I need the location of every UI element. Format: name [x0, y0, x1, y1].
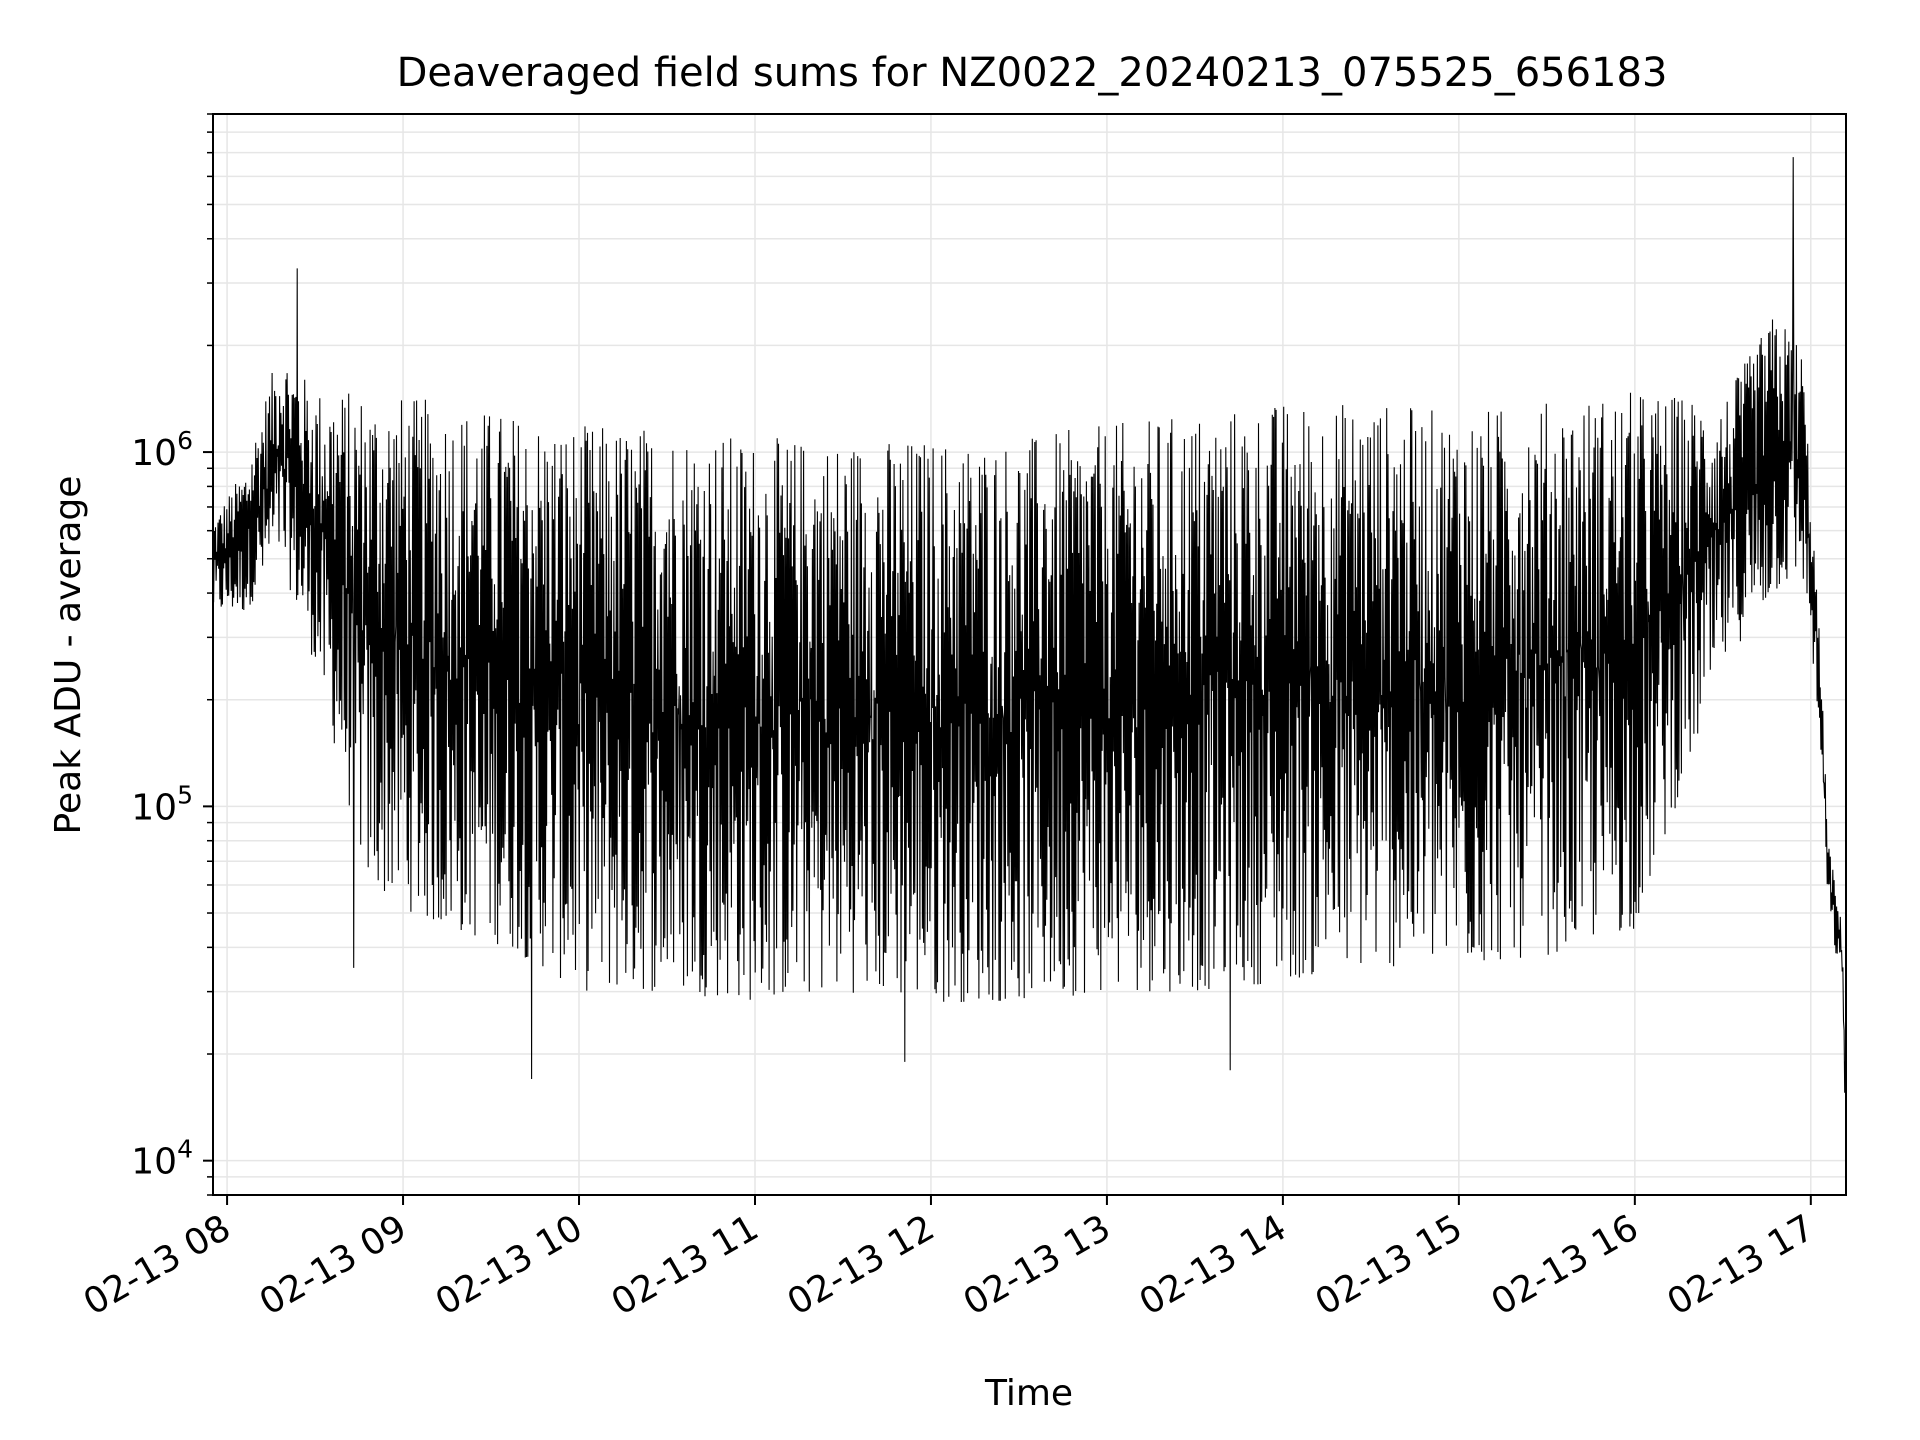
series-layer [212, 157, 1847, 1129]
y-tick-label: 106 [131, 426, 193, 474]
series-line [212, 157, 1847, 1129]
chart-title: Deaveraged field sums for NZ0022_2024021… [397, 50, 1668, 96]
y-tick-base: 10 [131, 1142, 177, 1183]
y-axis-label: Peak ADU - average [48, 476, 89, 835]
y-tick-exponent: 6 [177, 426, 193, 455]
plot-frame [212, 113, 1847, 1196]
x-axis-label: Time [984, 1373, 1073, 1414]
y-tick-base: 10 [131, 433, 177, 474]
y-tick-exponent: 4 [177, 1135, 193, 1164]
y-tick-label: 104 [131, 1135, 193, 1183]
y-tick-label: 105 [131, 780, 193, 828]
y-tick-exponent: 5 [177, 780, 193, 809]
y-tick-base: 10 [131, 787, 177, 828]
